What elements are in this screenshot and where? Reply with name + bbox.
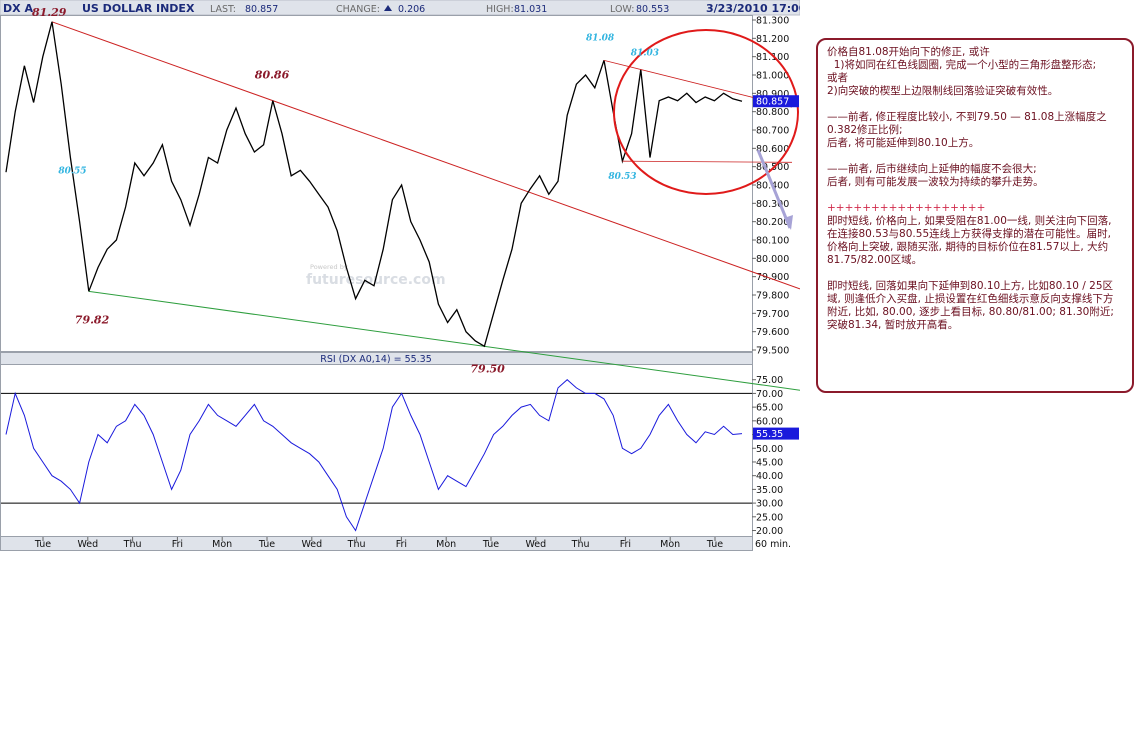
price-y-tick-label: 80.200 — [756, 217, 789, 228]
annotation-80-53: 80.53 — [608, 172, 636, 182]
rsi-y-tick-label: 25.00 — [756, 512, 783, 523]
rsi-y-tick-label: 20.00 — [756, 526, 783, 537]
price-y-tick-label: 79.800 — [756, 291, 789, 302]
price-y-tick-label: 80.900 — [756, 89, 789, 100]
annotation-81-08: 81.08 — [586, 33, 615, 43]
note-paragraph: 即时短线, 回落如果向下延伸到80.10上方, 比如80.10 / 25区域, … — [827, 280, 1118, 331]
price-y-tick-label: 80.600 — [756, 144, 789, 155]
rsi-y-tick-label: 60.00 — [756, 416, 783, 427]
x-tick-label: Thu — [123, 539, 142, 550]
rsi-y-tick-label: 45.00 — [756, 457, 783, 468]
price-y-tick-label: 81.100 — [756, 52, 789, 63]
rsi-last-tag — [753, 427, 799, 440]
resistance-trendline — [51, 21, 800, 290]
note-paragraph: 价格自81.08开始向下的修正, 或许 — [827, 46, 990, 58]
rsi-title: RSI (DX A0,14) = 55.35 — [320, 354, 432, 365]
watermark-line1: Powered by — [310, 263, 348, 271]
note-paragraph: 或者 — [827, 72, 848, 84]
change-up-arrow-icon — [384, 5, 392, 11]
analysis-note-box: 价格自81.08开始向下的修正, 或许 1)将如同在红色线圆圈, 完成一个小型的… — [816, 38, 1134, 393]
price-y-tick-label: 81.300 — [756, 16, 789, 27]
x-tick-label: Wed — [301, 539, 322, 550]
annotation-peak-80-86: 80.86 — [255, 69, 290, 82]
note-gap — [827, 267, 1123, 280]
change-label: CHANGE: — [336, 4, 380, 15]
projection-arrow-icon — [756, 149, 792, 229]
price-y-tick-label: 81.200 — [756, 34, 789, 45]
price-y-tick-label: 80.000 — [756, 254, 789, 265]
note-paragraph: ——前者, 后市继续向上延伸的幅度不会很大; — [827, 163, 1037, 175]
datetime-label: 3/23/2010 17:00 — [706, 2, 800, 15]
high-value: 81.031 — [514, 4, 547, 15]
symbol-label: DX A — [3, 2, 33, 15]
x-tick-label: Tue — [482, 539, 499, 550]
low-label: LOW: — [610, 4, 634, 15]
rsi-y-tick-label: 65.00 — [756, 403, 783, 414]
x-tick-label: Tue — [706, 539, 723, 550]
note-gap — [827, 98, 1123, 111]
price-y-tick-label: 79.900 — [756, 272, 789, 283]
price-y-tick-label: 80.800 — [756, 107, 789, 118]
x-tick-label: Mon — [436, 539, 456, 550]
x-tick-label: Mon — [212, 539, 232, 550]
last-price-tag — [753, 95, 799, 108]
support-trendline — [88, 290, 800, 391]
rsi-panel-frame — [0, 364, 753, 537]
rsi-y-tick-label: 75.00 — [756, 375, 783, 386]
note-paragraph: 后者, 将可能延伸到80.10上方。 — [827, 137, 980, 149]
annotation-low-79-50: 79.50 — [470, 362, 505, 375]
note-gap — [827, 150, 1123, 163]
price-y-tick-label: 80.700 — [756, 126, 789, 137]
x-unit-label: 60 min. — [755, 539, 791, 550]
note-gap — [827, 189, 1123, 202]
x-tick-label: Wed — [77, 539, 98, 550]
projection-arrowhead-icon — [784, 215, 793, 230]
last-value: 80.857 — [245, 4, 278, 15]
rsi-y-tick-label: 40.00 — [756, 471, 783, 482]
price-series-line — [5, 21, 743, 348]
note-paragraph: 1)将如同在红色线圆圈, 完成一个小型的三角形盘整形态; — [827, 59, 1097, 71]
x-axis-bar — [0, 536, 753, 551]
price-y-tick-label: 80.100 — [756, 236, 789, 247]
annotation-80-55: 80.55 — [58, 167, 86, 177]
last-label: LAST: — [210, 4, 236, 15]
price-panel-frame — [0, 15, 753, 352]
annotation-81-03: 81.03 — [631, 49, 659, 59]
low-value: 80.553 — [636, 4, 669, 15]
change-value: 0.206 — [398, 4, 425, 15]
rsi-y-tick-label: 50.00 — [756, 444, 783, 455]
x-tick-label: Tue — [34, 539, 51, 550]
x-tick-label: Fri — [620, 539, 631, 550]
high-label: HIGH: — [486, 4, 514, 15]
x-tick-label: Tue — [258, 539, 275, 550]
last-price-tag-label: 80.857 — [756, 97, 789, 108]
note-paragraph: 即时短线, 价格向上, 如果受阻在81.00一线, 则关注向下回落, 在连接80… — [827, 215, 1115, 266]
x-tick-label: Fri — [396, 539, 407, 550]
note-paragraph: 2)向突破的楔型上边限制线回落验证突破有效性。 — [827, 85, 1059, 97]
index-name: US DOLLAR INDEX — [82, 2, 195, 15]
rsi-y-tick-label: 30.00 — [756, 499, 783, 510]
rsi-last-tag-label: 55.35 — [756, 429, 783, 440]
x-tick-label: Mon — [660, 539, 680, 550]
chart-svg: DX A US DOLLAR INDEX LAST: 80.857 CHANGE: 0.2… — [0, 0, 800, 551]
rsi-y-tick-label: 35.00 — [756, 485, 783, 496]
rsi-series-line — [5, 379, 743, 532]
x-tick-label: Fri — [172, 539, 183, 550]
x-tick-label: Wed — [525, 539, 546, 550]
rsi-y-tick-label: 70.00 — [756, 389, 783, 400]
price-y-tick-label: 79.700 — [756, 309, 789, 320]
note-paragraph: ——前者, 修正程度比较小, 不到79.50 — 81.08上涨幅度之0.382… — [827, 111, 1107, 136]
note-paragraph: ++++++++++++++++++ — [827, 202, 986, 214]
price-y-tick-label: 81.000 — [756, 71, 789, 82]
chart-panel: DX A US DOLLAR INDEX LAST: 80.857 CHANGE: 0.2… — [0, 0, 800, 551]
price-y-tick-label: 80.300 — [756, 199, 789, 210]
x-tick-label: Thu — [347, 539, 366, 550]
triangle-highlight-circle — [613, 29, 799, 195]
annotation-high-81-29: 81.29 — [32, 6, 67, 19]
note-paragraph: 后者, 则有可能发展一波较为持续的攀升走势。 — [827, 176, 1044, 188]
price-y-tick-label: 79.600 — [756, 327, 789, 338]
annotation-low-79-82: 79.82 — [75, 313, 110, 326]
price-y-tick-label: 79.500 — [756, 346, 789, 357]
x-tick-label: Thu — [571, 539, 590, 550]
